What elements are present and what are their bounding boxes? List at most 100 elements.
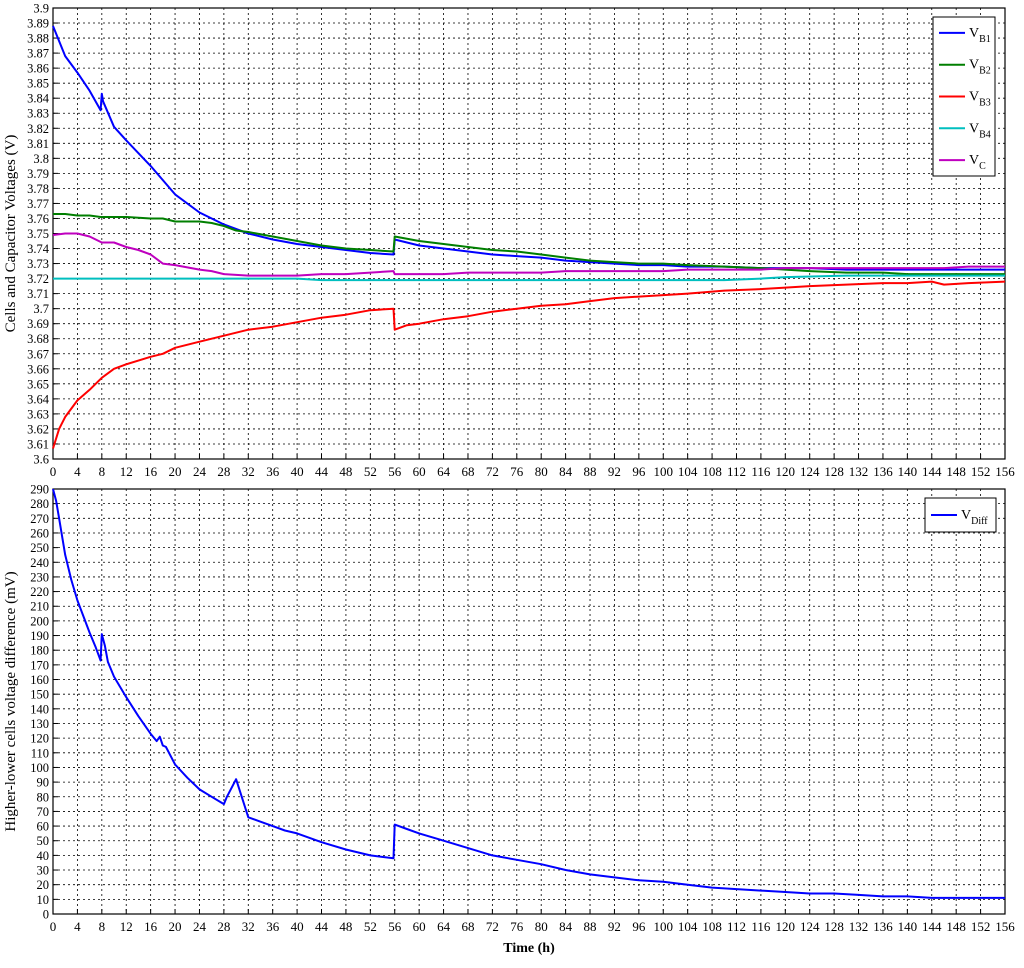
y-tick-label: 200 [30, 614, 49, 628]
x-tick-label: 112 [727, 919, 746, 934]
x-tick-label: 28 [217, 464, 230, 479]
y-tick-label: 3.71 [27, 287, 49, 301]
y-tick-label: 3.66 [27, 362, 49, 376]
x-tick-label: 32 [242, 464, 255, 479]
x-tick-label: 72 [486, 464, 499, 479]
y-tick-label: 240 [30, 556, 49, 570]
y-tick-label: 50 [37, 834, 50, 848]
y-tick-label: 3.83 [27, 107, 49, 121]
x-tick-label: 52 [364, 919, 377, 934]
x-tick-label: 100 [654, 464, 674, 479]
x-tick-label: 144 [922, 464, 942, 479]
y-tick-label: 210 [30, 600, 49, 614]
x-tick-label: 84 [559, 919, 573, 934]
x-tick-label: 88 [584, 919, 597, 934]
x-tick-label: 68 [461, 919, 474, 934]
x-tick-label: 136 [873, 464, 893, 479]
y-tick-label: 270 [30, 512, 49, 526]
x-tick-label: 56 [388, 464, 402, 479]
x-tick-label: 144 [922, 919, 942, 934]
x-tick-label: 48 [339, 464, 352, 479]
axes-frame [52, 488, 1006, 915]
y-tick-label: 3.72 [27, 272, 49, 286]
x-tick-label: 100 [654, 919, 674, 934]
y-tick-label: 3.89 [27, 17, 49, 31]
x-tick-label: 0 [50, 464, 57, 479]
y-tick-label: 20 [37, 878, 50, 892]
x-tick-label: 116 [751, 919, 771, 934]
x-tick-label: 12 [120, 464, 133, 479]
x-tick-label: 72 [486, 919, 499, 934]
x-tick-label: 128 [824, 919, 844, 934]
y-tick-label: 3.87 [27, 47, 49, 61]
x-tick-label: 40 [291, 464, 304, 479]
y-tick-label: 90 [37, 776, 50, 790]
x-tick-label: 96 [632, 464, 646, 479]
axes-frame [52, 7, 1006, 460]
y-axis-label: Cells and Capacitor Voltages (V) [3, 135, 19, 333]
x-tick-label: 36 [266, 919, 280, 934]
series-line-VB3 [52, 280, 1006, 449]
y-tick-label: 3.86 [27, 62, 49, 76]
x-tick-label: 0 [50, 919, 57, 934]
y-tick-label: 150 [30, 688, 49, 702]
x-tick-label: 152 [971, 464, 991, 479]
y-tick-label: 3.62 [27, 422, 49, 436]
x-tick-label: 4 [74, 464, 81, 479]
x-tick-label: 80 [535, 919, 548, 934]
x-tick-label: 92 [608, 464, 621, 479]
y-tick-label: 40 [37, 849, 50, 863]
x-tick-label: 60 [413, 919, 426, 934]
x-tick-label: 12 [120, 919, 133, 934]
y-tick-label: 190 [30, 629, 49, 643]
series-line-VB4 [53, 274, 1005, 282]
x-tick-label: 56 [388, 919, 402, 934]
x-tick-label: 60 [413, 464, 426, 479]
x-tick-label: 64 [437, 919, 451, 934]
y-tick-label: 250 [30, 541, 49, 555]
x-tick-label: 64 [437, 464, 451, 479]
x-tick-label: 76 [510, 919, 524, 934]
y-tick-label: 230 [30, 570, 49, 584]
y-tick-label: 3.75 [27, 227, 49, 241]
x-tick-label: 120 [776, 464, 796, 479]
x-tick-label: 120 [776, 919, 796, 934]
y-tick-label: 3.88 [27, 32, 49, 46]
y-tick-label: 3.82 [27, 122, 49, 136]
x-tick-label: 104 [678, 919, 698, 934]
x-tick-label: 20 [169, 919, 182, 934]
x-tick-label: 84 [559, 464, 573, 479]
y-tick-label: 220 [30, 585, 49, 599]
y-tick-label: 3.63 [27, 407, 49, 421]
x-tick-label: 52 [364, 464, 377, 479]
y-tick-label: 60 [37, 820, 50, 834]
y-tick-label: 280 [30, 497, 49, 511]
x-tick-label: 40 [291, 919, 304, 934]
x-tick-label: 44 [315, 464, 329, 479]
x-tick-label: 152 [971, 919, 991, 934]
x-tick-label: 132 [849, 919, 869, 934]
x-tick-label: 20 [169, 464, 182, 479]
y-tick-label: 130 [30, 717, 49, 731]
x-tick-label: 68 [461, 464, 474, 479]
x-tick-label: 24 [193, 464, 207, 479]
y-tick-label: 3.78 [27, 182, 49, 196]
y-tick-label: 3.74 [27, 242, 50, 256]
x-tick-label: 140 [898, 919, 918, 934]
x-tick-label: 124 [800, 464, 820, 479]
x-axis-label: Time (h) [503, 941, 555, 956]
y-tick-label: 120 [30, 732, 49, 746]
x-tick-label: 36 [266, 464, 280, 479]
x-tick-label: 108 [702, 464, 722, 479]
x-tick-label: 80 [535, 464, 548, 479]
series-line-VC [52, 232, 1005, 277]
x-tick-label: 8 [99, 464, 106, 479]
x-tick-label: 28 [217, 919, 230, 934]
x-tick-label: 32 [242, 919, 255, 934]
x-tick-label: 140 [898, 464, 918, 479]
x-tick-label: 48 [339, 919, 352, 934]
x-tick-label: 92 [608, 919, 621, 934]
y-tick-label: 3.6 [33, 453, 49, 467]
y-axis-label: Higher-lower cells voltage difference (m… [3, 571, 19, 831]
